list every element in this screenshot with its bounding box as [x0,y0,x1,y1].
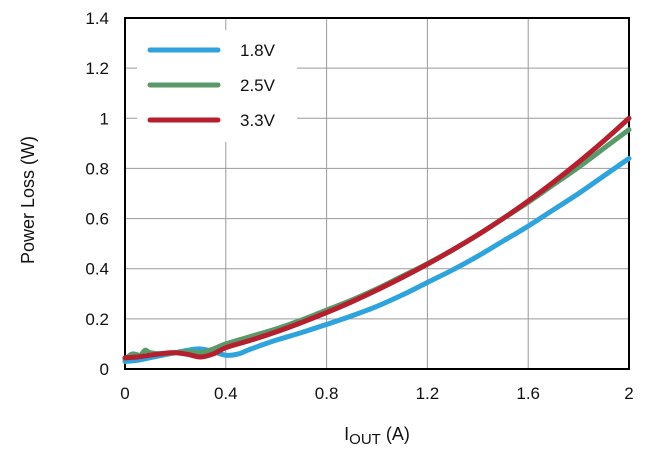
x-tick-label: 0.4 [214,384,238,403]
y-tick-label: 0.6 [85,210,109,229]
series-layer [122,115,632,364]
y-tick-label: 0.8 [85,159,109,178]
plot-frame [124,17,630,370]
x-tick-label: 0 [120,384,129,403]
legend-label: 3.3V [240,111,276,130]
x-axis-title: IOUT (A) [344,424,410,448]
series-line-2-5v [122,127,632,362]
x-axis-title-sub: OUT [349,431,381,448]
x-tick-label: 1.2 [416,384,440,403]
y-tick-label: 0.2 [85,310,109,329]
x-tick-labels: 0 0.4 0.8 1.2 1.6 2 [120,384,633,403]
series-line-3-3v [122,115,632,361]
series-line-1-8v [122,155,632,364]
x-tick-label: 1.6 [516,384,540,403]
legend-label: 2.5V [240,76,276,95]
legend-label: 1.8V [240,41,276,60]
x-axis-title-main: I [344,424,349,444]
y-tick-label: 0.4 [85,260,109,279]
y-tick-labels: 0 0.2 0.4 0.6 0.8 1 1.2 1.4 [85,9,109,379]
x-tick-label: 0.8 [315,384,339,403]
y-tick-label: 1.2 [85,59,109,78]
y-axis-title: Power Loss (W) [18,136,38,264]
y-tick-label: 1 [100,109,109,128]
x-axis-title-unit: (A) [381,424,410,444]
y-tick-label: 0 [100,360,109,379]
y-tick-label: 1.4 [85,9,109,28]
legend: 1.8V 2.5V 3.3V [137,30,297,142]
x-tick-label: 2 [624,384,633,403]
